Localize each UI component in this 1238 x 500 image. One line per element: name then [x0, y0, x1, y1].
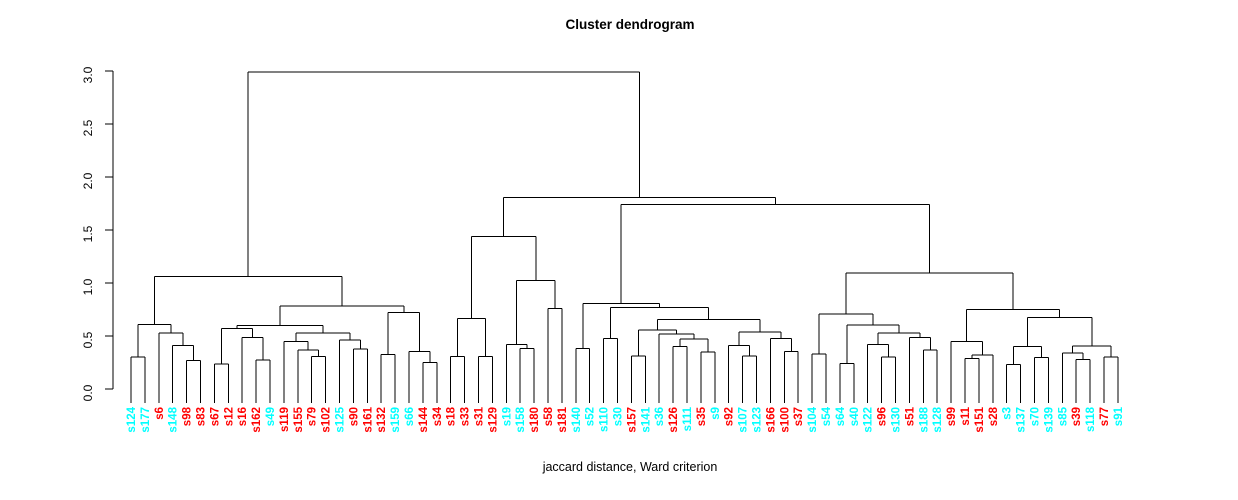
leaf-label: s119: [279, 407, 291, 432]
leaf-label: s83: [196, 407, 208, 426]
y-tick-label: 2.5: [81, 119, 95, 136]
leaf-label: s12: [223, 407, 235, 426]
leaf-label: s181: [557, 406, 569, 432]
leaf-label: s51: [904, 406, 916, 426]
leaf-label: s16: [237, 407, 249, 426]
leaf-label: s19: [501, 407, 513, 426]
y-tick-label: 1.5: [81, 225, 95, 242]
leaf-label: s155: [293, 406, 305, 432]
leaf-label: s128: [932, 406, 944, 432]
leaf-label: s70: [1030, 407, 1042, 426]
leaf-label: s90: [348, 407, 360, 426]
leaf-label: s3: [1002, 407, 1014, 420]
leaf-label: s58: [543, 406, 555, 426]
y-tick-label: 2.0: [81, 172, 95, 189]
y-tick-label: 3.0: [81, 66, 95, 83]
leaf-label: s157: [626, 407, 638, 433]
leaf-label: s54: [821, 406, 833, 426]
leaf-label: s123: [752, 407, 764, 433]
leaf-label: s79: [307, 407, 319, 426]
leaf-label: s6: [154, 407, 166, 420]
leaf-label: s35: [696, 406, 708, 426]
leaf-label: s33: [460, 407, 472, 426]
leaf-label: s162: [251, 407, 263, 433]
leaf-label: s11: [960, 406, 972, 425]
leaf-label: s31: [474, 406, 486, 426]
leaf-label: s40: [849, 407, 861, 426]
leaf-label: s137: [1016, 407, 1028, 433]
leaf-label: s9: [710, 407, 722, 420]
y-tick-label: 0.0: [81, 384, 95, 401]
leaf-label: s107: [738, 407, 750, 433]
leaf-label: s140: [571, 407, 583, 433]
leaf-label: s148: [168, 406, 180, 432]
leaf-label: s180: [529, 407, 541, 433]
leaf-label: s36: [654, 407, 666, 426]
leaf-label: s18: [446, 406, 458, 426]
leaf-label: s99: [946, 407, 958, 426]
leaf-label: s66: [404, 407, 416, 426]
leaf-label: s37: [793, 407, 805, 426]
leaf-label: s111: [682, 406, 694, 431]
leaf-label: s161: [362, 406, 374, 432]
leaf-label: s132: [376, 407, 388, 433]
leaf-label: s151: [974, 406, 986, 432]
leaf-label: s100: [779, 407, 791, 433]
leaf-label: s130: [891, 407, 903, 433]
y-tick-label: 1.0: [81, 278, 95, 295]
leaf-label: s102: [321, 407, 333, 433]
leaf-label: s144: [418, 406, 430, 432]
leaf-label: s125: [335, 406, 347, 432]
leaf-label: s188: [918, 406, 930, 432]
leaf-label: s92: [724, 407, 736, 426]
leaf-label: s139: [1043, 407, 1055, 433]
leaf-label: s64: [835, 406, 847, 426]
leaf-label: s141: [640, 406, 652, 432]
leaf-label: s49: [265, 407, 277, 426]
leaf-label: s129: [487, 407, 499, 433]
leaf-label: s30: [613, 407, 625, 426]
leaf-label: s122: [863, 407, 875, 433]
leaf-label: s124: [126, 406, 138, 432]
x-axis-label: jaccard distance, Ward criterion: [542, 460, 718, 474]
leaf-label: s28: [988, 406, 1000, 426]
leaf-label: s118: [1085, 406, 1097, 432]
leaf-label: s91: [1113, 406, 1125, 426]
leaf-label: s39: [1071, 407, 1083, 426]
leaf-label: s177: [140, 407, 152, 433]
leaf-label: s96: [877, 407, 889, 426]
leaf-label: s158: [515, 406, 527, 432]
leaf-label: s104: [807, 406, 819, 432]
leaf-label: s98: [182, 406, 194, 426]
chart-title: Cluster dendrogram: [565, 17, 695, 32]
leaf-label: s159: [390, 407, 402, 433]
leaf-label: s85: [1057, 406, 1069, 426]
leaf-label: s110: [599, 407, 611, 432]
y-tick-label: 0.5: [81, 331, 95, 348]
leaf-label: s77: [1099, 407, 1111, 426]
leaf-label: s67: [209, 407, 221, 426]
leaf-label: s126: [668, 407, 680, 433]
leaf-label: s52: [585, 407, 597, 426]
leaf-label: s166: [765, 407, 777, 433]
leaf-label: s34: [432, 406, 444, 426]
